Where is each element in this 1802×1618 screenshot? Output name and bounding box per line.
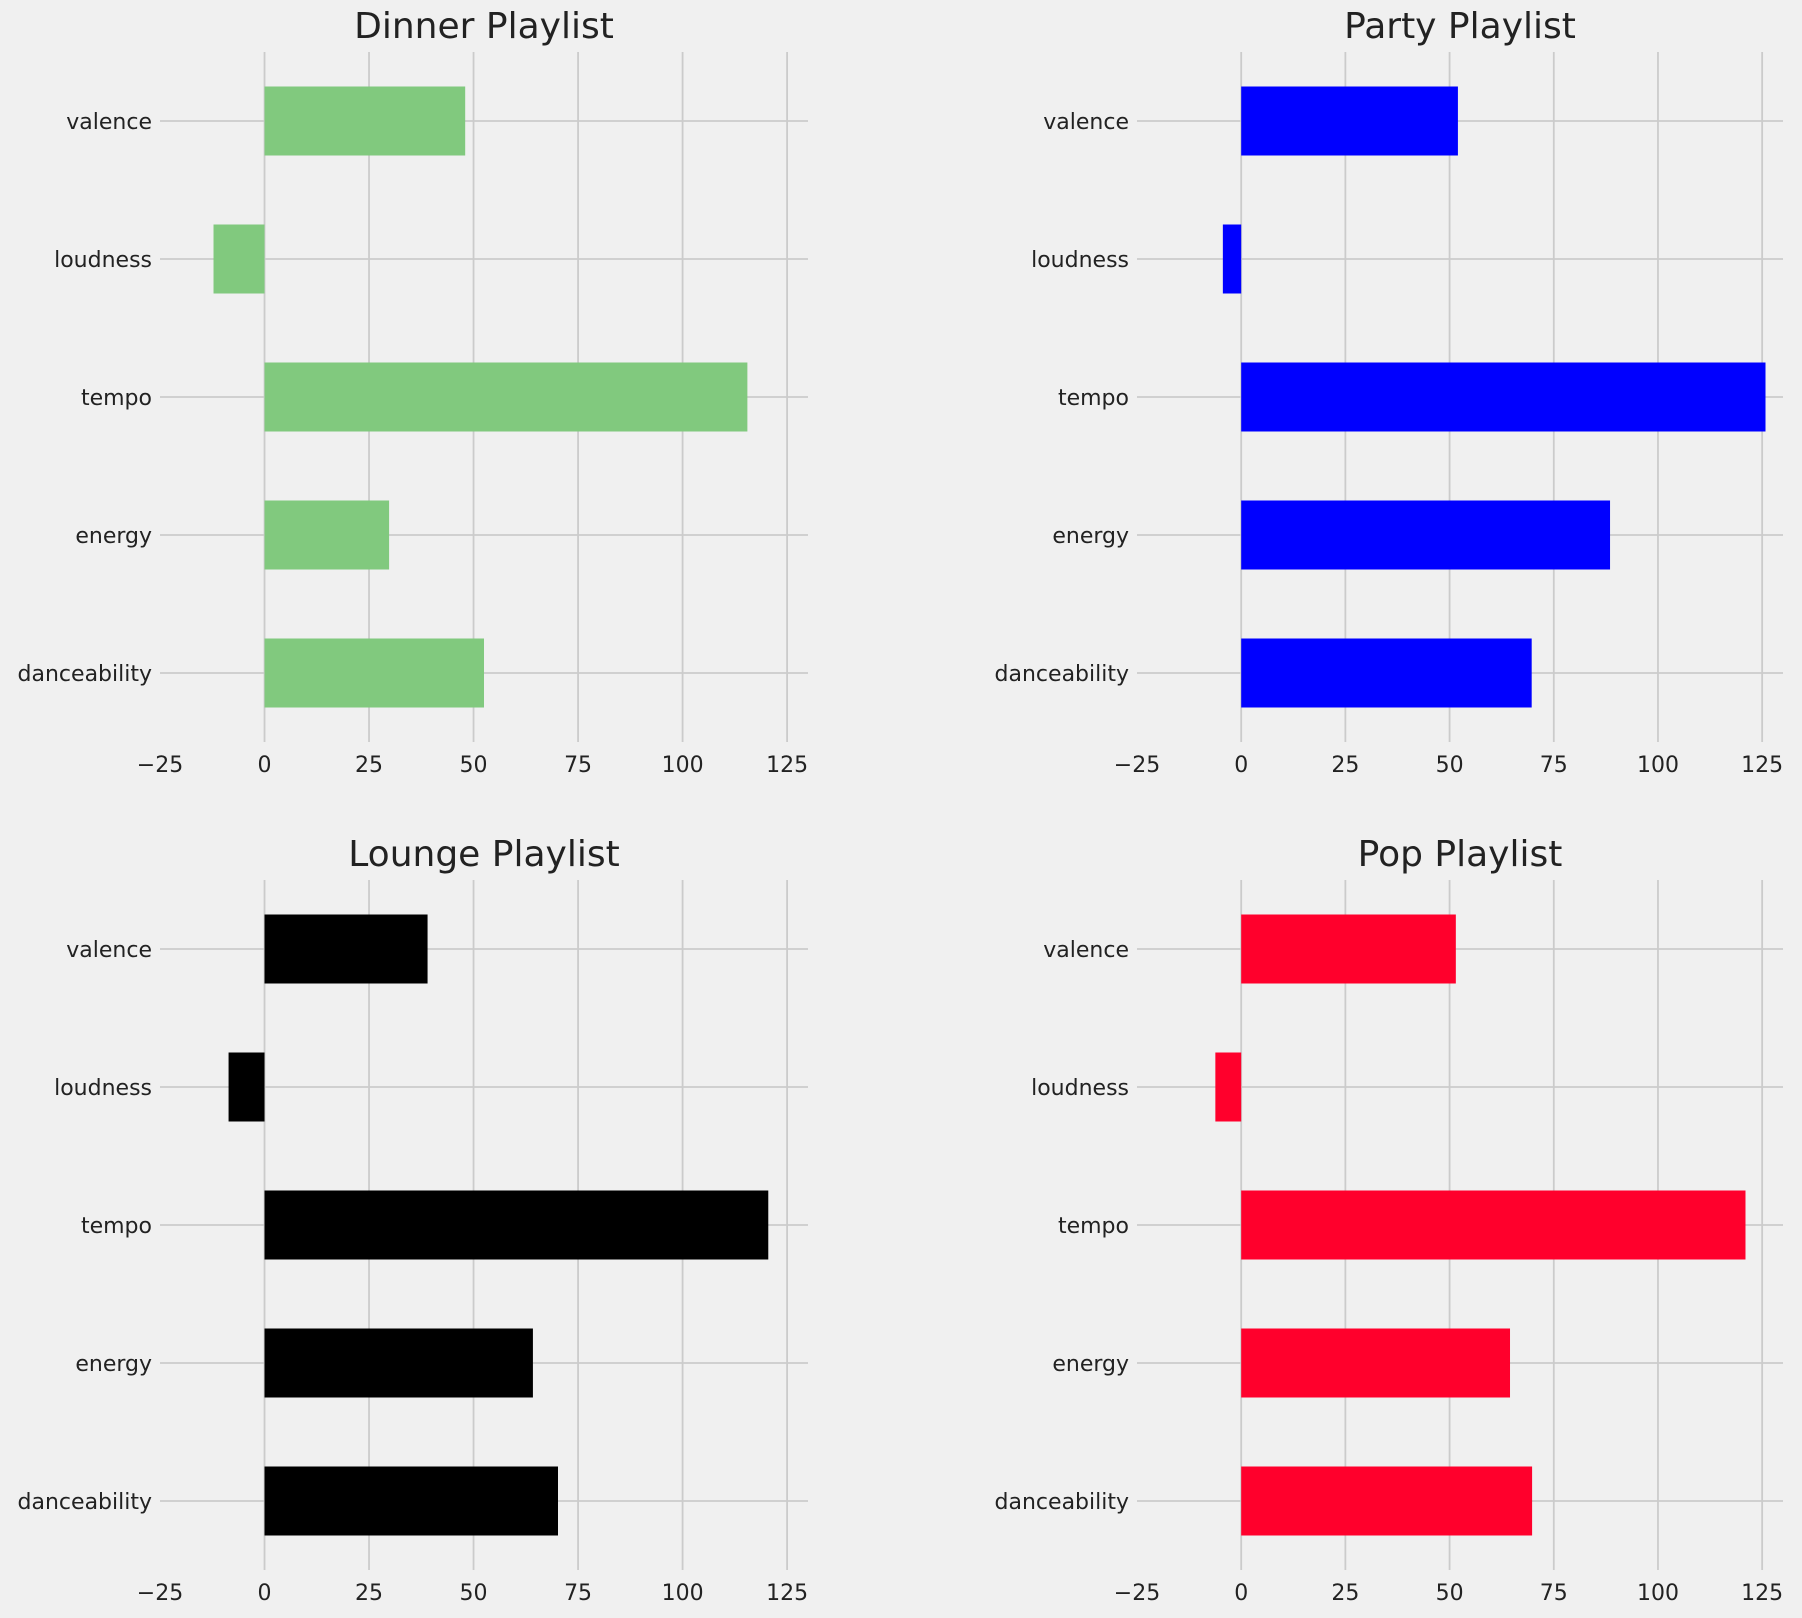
x-tick-label: 100 — [662, 1581, 704, 1606]
bar-danceability — [264, 638, 484, 708]
x-tick-label: 25 — [355, 1581, 383, 1606]
bar-tempo — [1241, 1190, 1746, 1260]
bar-danceability — [1241, 638, 1532, 708]
chart-title: Lounge Playlist — [348, 834, 619, 875]
y-tick-label: tempo — [1058, 386, 1129, 411]
x-tick-label: 0 — [258, 753, 272, 778]
y-tick-label: danceability — [18, 662, 152, 687]
bar-tempo — [1241, 362, 1766, 432]
x-tick-label: 50 — [460, 753, 488, 778]
x-tick-label: 25 — [1331, 753, 1359, 778]
x-tick-label: 125 — [766, 1581, 808, 1606]
y-tick-label: valence — [1043, 110, 1129, 135]
x-tick-label: 0 — [1234, 753, 1248, 778]
y-tick-label: loudness — [54, 1076, 152, 1101]
bar-valence — [1241, 86, 1458, 156]
x-tick-label: 50 — [1436, 1581, 1464, 1606]
y-tick-label: loudness — [1031, 248, 1129, 273]
x-tick-label: 0 — [1234, 1581, 1248, 1606]
bar-energy — [1241, 500, 1611, 570]
chart-title: Dinner Playlist — [354, 6, 614, 47]
y-tick-label: valence — [66, 938, 152, 963]
y-tick-label: energy — [1052, 1352, 1129, 1377]
x-tick-label: 75 — [1540, 753, 1568, 778]
y-tick-label: valence — [1043, 938, 1129, 963]
x-tick-label: 100 — [662, 753, 704, 778]
x-tick-label: −25 — [137, 753, 183, 778]
x-tick-label: 125 — [1741, 1581, 1783, 1606]
x-tick-label: 125 — [766, 753, 808, 778]
bar-tempo — [264, 362, 748, 432]
x-tick-label: 75 — [1540, 1581, 1568, 1606]
x-tick-label: 0 — [258, 1581, 272, 1606]
x-tick-label: 75 — [564, 1581, 592, 1606]
x-tick-label: 125 — [1741, 753, 1783, 778]
bar-danceability — [264, 1466, 558, 1536]
y-tick-label: tempo — [81, 1214, 152, 1239]
y-tick-label: loudness — [1031, 1076, 1129, 1101]
bar-loudness — [1222, 224, 1242, 294]
y-tick-label: energy — [75, 524, 152, 549]
x-tick-label: −25 — [1114, 1581, 1160, 1606]
bar-loudness — [228, 1052, 265, 1122]
x-tick-label: 100 — [1637, 753, 1679, 778]
subplot-pop: danceability energy tempo loudness valence −2… — [995, 834, 1784, 1606]
x-tick-label: 25 — [1331, 1581, 1359, 1606]
y-tick-label: tempo — [81, 386, 152, 411]
chart-title: Pop Playlist — [1358, 834, 1563, 875]
x-tick-label: 25 — [355, 753, 383, 778]
y-tick-label: tempo — [1058, 1214, 1129, 1239]
x-tick-label: 50 — [1436, 753, 1464, 778]
bar-valence — [264, 914, 428, 984]
bar-energy — [264, 500, 390, 570]
bar-danceability — [1241, 1466, 1533, 1536]
x-tick-label: 75 — [564, 753, 592, 778]
x-tick-label: −25 — [1114, 753, 1160, 778]
x-tick-label: 50 — [460, 1581, 488, 1606]
x-tick-label: −25 — [137, 1581, 183, 1606]
y-tick-label: energy — [75, 1352, 152, 1377]
subplot-lounge: danceability energy tempo loudness valence −2… — [18, 834, 809, 1606]
chart-title: Party Playlist — [1344, 6, 1576, 47]
subplot-party: danceability energy tempo loudness valence −2… — [995, 6, 1784, 778]
y-tick-label: valence — [66, 110, 152, 135]
bar-energy — [264, 1328, 533, 1398]
y-tick-label: loudness — [54, 248, 152, 273]
bar-valence — [264, 86, 466, 156]
bar-loudness — [1215, 1052, 1242, 1122]
bar-valence — [1241, 914, 1456, 984]
bar-tempo — [264, 1190, 769, 1260]
bar-energy — [1241, 1328, 1511, 1398]
y-tick-label: danceability — [995, 1490, 1129, 1515]
y-tick-label: danceability — [995, 662, 1129, 687]
x-tick-label: 100 — [1637, 1581, 1679, 1606]
subplot-dinner: danceability energy tempo loudness valence −2… — [18, 6, 809, 778]
y-tick-label: energy — [1052, 524, 1129, 549]
y-tick-label: danceability — [18, 1490, 152, 1515]
bar-loudness — [213, 224, 265, 294]
